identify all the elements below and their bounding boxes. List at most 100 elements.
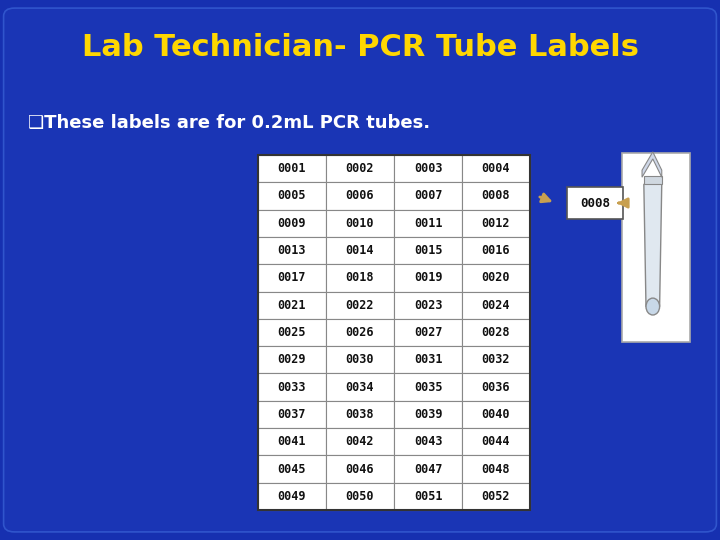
Text: 0036: 0036 — [482, 381, 510, 394]
Text: 0023: 0023 — [414, 299, 442, 312]
Bar — [462, 155, 530, 183]
Bar — [462, 455, 530, 483]
Text: 0041: 0041 — [278, 435, 306, 448]
Text: 0038: 0038 — [346, 408, 374, 421]
Text: 0017: 0017 — [278, 272, 306, 285]
FancyBboxPatch shape — [622, 153, 690, 342]
Bar — [326, 319, 394, 346]
Text: 0046: 0046 — [346, 463, 374, 476]
Text: 0001: 0001 — [278, 162, 306, 175]
Text: ❑These labels are for 0.2mL PCR tubes.: ❑These labels are for 0.2mL PCR tubes. — [28, 114, 430, 132]
Text: 0030: 0030 — [346, 353, 374, 366]
Bar — [462, 401, 530, 428]
Text: 0042: 0042 — [346, 435, 374, 448]
Bar — [394, 183, 462, 210]
Bar — [394, 210, 462, 237]
Text: 0004: 0004 — [482, 162, 510, 175]
Bar — [394, 292, 462, 319]
Text: 0016: 0016 — [482, 244, 510, 257]
Text: 0047: 0047 — [414, 463, 442, 476]
Text: 0032: 0032 — [482, 353, 510, 366]
Bar — [258, 346, 326, 374]
Text: 0039: 0039 — [414, 408, 442, 421]
Bar — [258, 319, 326, 346]
Text: 0035: 0035 — [414, 381, 442, 394]
Text: 0005: 0005 — [278, 190, 306, 202]
Text: 0049: 0049 — [278, 490, 306, 503]
Bar — [326, 264, 394, 292]
Text: 0051: 0051 — [414, 490, 442, 503]
Text: 0050: 0050 — [346, 490, 374, 503]
Bar — [326, 374, 394, 401]
Bar — [258, 264, 326, 292]
Bar — [258, 237, 326, 264]
Bar — [326, 401, 394, 428]
Bar — [258, 374, 326, 401]
Bar — [394, 155, 462, 183]
Ellipse shape — [646, 298, 660, 315]
Text: 0027: 0027 — [414, 326, 442, 339]
Text: 0028: 0028 — [482, 326, 510, 339]
Bar — [258, 155, 530, 510]
Bar — [258, 455, 326, 483]
Bar — [258, 483, 326, 510]
FancyBboxPatch shape — [4, 8, 716, 532]
Bar — [394, 346, 462, 374]
Text: 0033: 0033 — [278, 381, 306, 394]
Text: Lab Technician- PCR Tube Labels: Lab Technician- PCR Tube Labels — [81, 32, 639, 62]
Bar — [462, 183, 530, 210]
Bar — [462, 346, 530, 374]
Text: 0015: 0015 — [414, 244, 442, 257]
FancyBboxPatch shape — [567, 187, 624, 219]
Text: 0037: 0037 — [278, 408, 306, 421]
Bar — [326, 210, 394, 237]
Bar — [394, 319, 462, 346]
Bar — [258, 183, 326, 210]
Text: 0044: 0044 — [482, 435, 510, 448]
Text: 0048: 0048 — [482, 463, 510, 476]
Bar — [326, 292, 394, 319]
Bar — [326, 237, 394, 264]
Bar — [462, 264, 530, 292]
Bar — [462, 237, 530, 264]
Text: 0009: 0009 — [278, 217, 306, 230]
Text: 0022: 0022 — [346, 299, 374, 312]
Text: 0018: 0018 — [346, 272, 374, 285]
Text: 0021: 0021 — [278, 299, 306, 312]
Text: 0045: 0045 — [278, 463, 306, 476]
Bar — [394, 455, 462, 483]
Bar — [394, 401, 462, 428]
Text: 0006: 0006 — [346, 190, 374, 202]
Text: 0020: 0020 — [482, 272, 510, 285]
Bar — [394, 483, 462, 510]
Bar — [326, 183, 394, 210]
Bar — [258, 210, 326, 237]
Bar — [462, 428, 530, 455]
Bar — [462, 210, 530, 237]
Text: 0014: 0014 — [346, 244, 374, 257]
Text: 0012: 0012 — [482, 217, 510, 230]
Bar — [258, 155, 326, 183]
Text: 0029: 0029 — [278, 353, 306, 366]
Text: 0011: 0011 — [414, 217, 442, 230]
Bar — [394, 428, 462, 455]
Text: 0052: 0052 — [482, 490, 510, 503]
Bar — [258, 292, 326, 319]
Text: 0040: 0040 — [482, 408, 510, 421]
Bar — [258, 428, 326, 455]
Text: 0019: 0019 — [414, 272, 442, 285]
Bar — [326, 483, 394, 510]
Bar — [326, 346, 394, 374]
Text: 0013: 0013 — [278, 244, 306, 257]
Text: 0010: 0010 — [346, 217, 374, 230]
Text: 0025: 0025 — [278, 326, 306, 339]
Text: 0034: 0034 — [346, 381, 374, 394]
Bar — [258, 401, 326, 428]
Text: 0008: 0008 — [580, 197, 610, 210]
Text: 0003: 0003 — [414, 162, 442, 175]
Bar — [462, 292, 530, 319]
Text: 0043: 0043 — [414, 435, 442, 448]
Bar — [394, 237, 462, 264]
Text: 0031: 0031 — [414, 353, 442, 366]
Text: 0008: 0008 — [482, 190, 510, 202]
